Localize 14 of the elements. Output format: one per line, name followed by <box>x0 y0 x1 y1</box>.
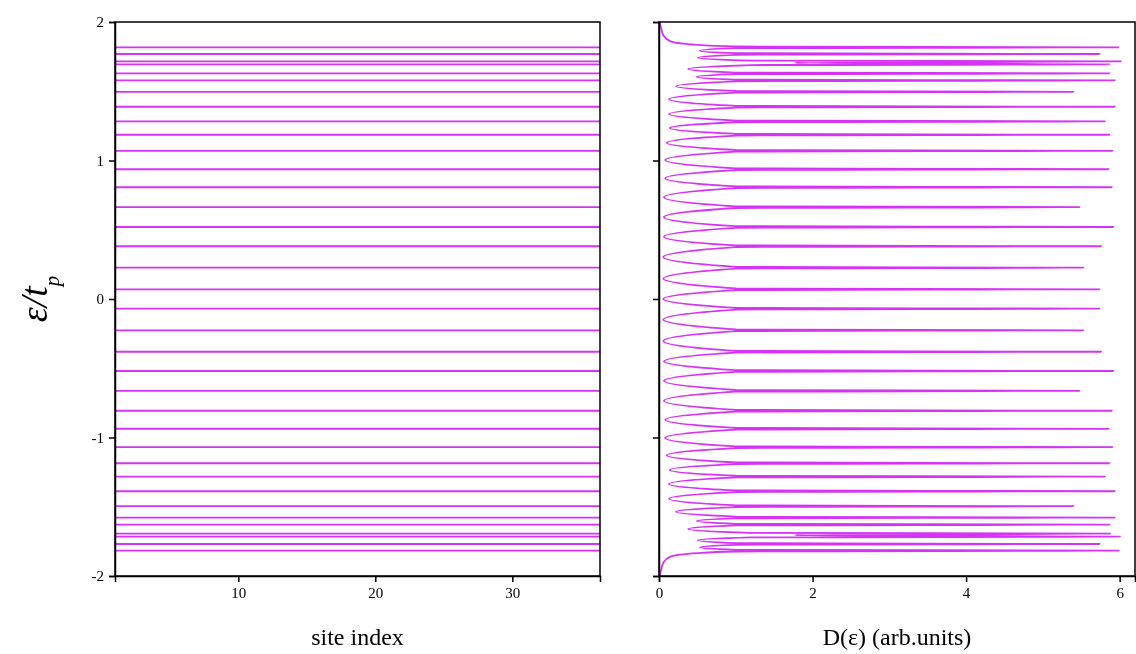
x-tick-label: 30 <box>505 584 521 601</box>
y-tick-label: -1 <box>91 429 104 446</box>
x-tick-label: 20 <box>368 584 384 601</box>
y-tick-label: 1 <box>96 152 104 169</box>
y-tick-label: -2 <box>91 568 104 585</box>
x-axis-title: site index <box>311 624 404 650</box>
x-axis-title: D(ε) (arb.units) <box>822 624 972 650</box>
x-tick-label: 6 <box>1116 584 1125 601</box>
x-tick-label: 10 <box>231 584 247 601</box>
x-tick-label: 4 <box>962 584 971 601</box>
x-tick-label: 2 <box>809 584 817 601</box>
y-tick-label: 0 <box>96 291 104 308</box>
y-tick-label: 2 <box>96 14 104 31</box>
x-tick-label: 0 <box>655 584 664 601</box>
